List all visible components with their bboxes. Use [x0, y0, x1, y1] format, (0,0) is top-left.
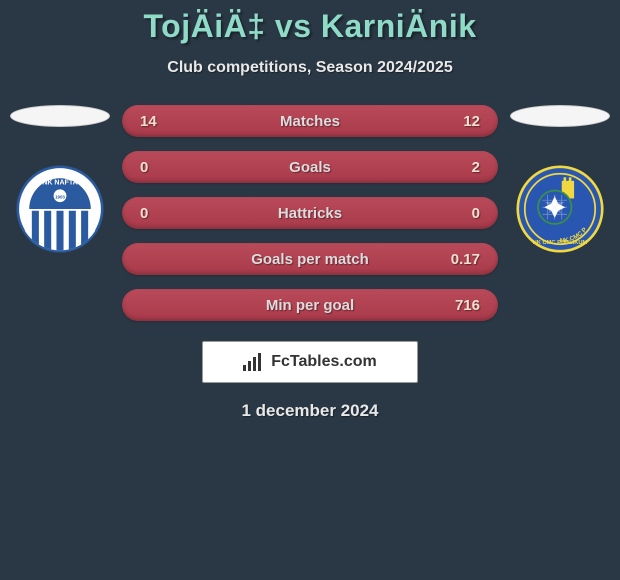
right-player-col: NK CMC PUBLIKUM NK CMC PUBLIKUM — [508, 105, 612, 253]
footer-date: 1 december 2024 — [0, 401, 620, 421]
stat-right-value: 0.17 — [450, 251, 480, 268]
stat-label: Hattricks — [278, 205, 342, 222]
stat-left-value: 0 — [140, 159, 170, 176]
bar-chart-icon — [243, 353, 265, 371]
stat-right-value: 716 — [450, 297, 480, 314]
right-flag-placeholder — [510, 105, 610, 127]
stat-row: 0 Goals 2 — [122, 151, 498, 183]
left-flag-placeholder — [10, 105, 110, 127]
stat-left-value: 0 — [140, 205, 170, 222]
right-club-badge: NK CMC PUBLIKUM NK CMC PUBLIKUM — [516, 165, 604, 253]
stat-label: Goals — [289, 159, 331, 176]
svg-text:1903: 1903 — [55, 194, 65, 199]
left-club-badge: 1903 NK NAFTA — [16, 165, 104, 253]
left-player-col: 1903 NK NAFTA — [8, 105, 112, 253]
stat-row: 0 Hattricks 0 — [122, 197, 498, 229]
stat-row: Min per goal 716 — [122, 289, 498, 321]
stat-label: Goals per match — [251, 251, 369, 268]
stat-right-value: 12 — [450, 113, 480, 130]
brand-text: FcTables.com — [271, 353, 377, 371]
stat-right-value: 0 — [450, 205, 480, 222]
stat-label: Matches — [280, 113, 340, 130]
stat-left-value: 14 — [140, 113, 170, 130]
page-title: TojÄiÄ‡ vs KarniÄnik — [0, 8, 620, 45]
stat-row: 14 Matches 12 — [122, 105, 498, 137]
brand-attribution[interactable]: FcTables.com — [202, 341, 418, 383]
subtitle: Club competitions, Season 2024/2025 — [0, 59, 620, 77]
svg-text:NK CMC PUBLIKUM: NK CMC PUBLIKUM — [533, 240, 588, 246]
stat-row: Goals per match 0.17 — [122, 243, 498, 275]
stat-right-value: 2 — [450, 159, 480, 176]
stats-column: 14 Matches 12 0 Goals 2 0 Hattricks 0 Go… — [122, 105, 498, 321]
comparison-row: 1903 NK NAFTA — [0, 105, 620, 321]
svg-text:NK NAFTA: NK NAFTA — [42, 179, 77, 186]
stat-label: Min per goal — [266, 297, 354, 314]
